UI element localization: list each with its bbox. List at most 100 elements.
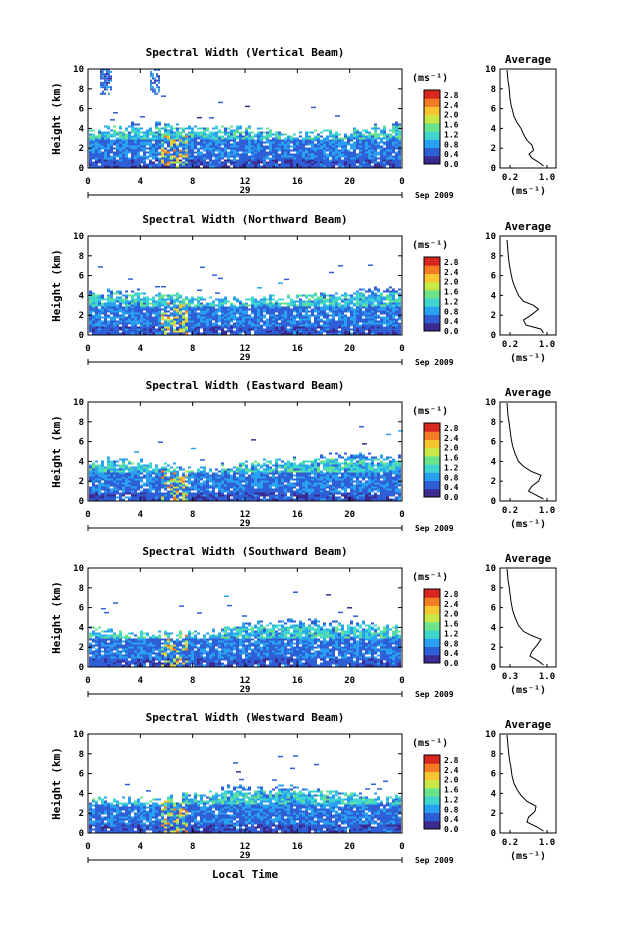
- x-tick-label: 20: [344, 676, 355, 686]
- colorbar-tick-label: 0.8: [444, 307, 459, 316]
- y-axis-label: Height (km): [50, 82, 63, 155]
- colorbar-swatch: [424, 90, 440, 99]
- x-tick-label: 12: [240, 842, 251, 852]
- colorbar-tick-label: 1.6: [444, 786, 459, 795]
- panel-title: Spectral Width (Northward Beam): [142, 213, 347, 226]
- average-profile-line: [506, 69, 544, 167]
- x-tick-label: 4: [138, 177, 144, 187]
- colorbar-swatch: [424, 787, 440, 797]
- avg-y-tick-label: 8: [491, 418, 496, 428]
- avg-y-tick-label: 8: [491, 252, 496, 262]
- colorbar-swatch: [424, 98, 440, 107]
- colorbar-tick-label: 0.4: [444, 815, 459, 824]
- average-profile-panel: Average 0 2 4 6 8 10 0.2 1.0 (ms⁻¹): [485, 718, 557, 862]
- x-tick-label: 0: [399, 344, 404, 354]
- x-tick-label: 12: [240, 344, 251, 354]
- x-tick-label: 4: [138, 344, 144, 354]
- x-tick-label: 20: [344, 344, 355, 354]
- colorbar-frame: [423, 256, 441, 332]
- colorbar-swatch: [424, 106, 440, 116]
- colorbar-swatch: [424, 155, 440, 165]
- colorbar-tick-label: 2.0: [444, 776, 459, 785]
- colorbar-swatch: [424, 464, 440, 473]
- y-tick-label: 4: [79, 789, 85, 799]
- average-title: Average: [505, 718, 552, 731]
- average-profile-line: [506, 734, 544, 832]
- y-tick-label: 2: [79, 311, 84, 321]
- colorbar-frame: [423, 89, 441, 165]
- y-axis-label: Height (km): [50, 581, 63, 654]
- average-profile-line: [506, 402, 544, 500]
- colorbar-unit-label: (ms⁻¹): [412, 73, 448, 84]
- colorbar-tick-label: 1.2: [444, 130, 459, 139]
- colorbar-tick-label: 1.6: [444, 288, 459, 297]
- colorbar-tick-label: 2.0: [444, 111, 459, 120]
- colorbar-frame: [423, 588, 441, 664]
- avg-x-tick-label: 1.0: [539, 340, 555, 350]
- colorbar-swatch: [424, 812, 440, 822]
- y-tick-label: 10: [73, 730, 84, 740]
- x-axis-label: Local Time: [212, 868, 279, 881]
- day-label: 29: [240, 186, 251, 196]
- average-unit-label: (ms⁻¹): [510, 851, 546, 862]
- avg-y-tick-label: 4: [491, 623, 497, 633]
- avg-y-tick-label: 2: [491, 643, 496, 653]
- colorbar-tick-label: 2.0: [444, 444, 459, 453]
- y-tick-label: 2: [79, 477, 84, 487]
- y-tick-label: 6: [79, 604, 84, 614]
- colorbar-swatch: [424, 306, 440, 316]
- x-tick-label: 20: [344, 177, 355, 187]
- colorbar-swatch: [424, 122, 440, 132]
- colorbar-swatch: [424, 646, 440, 656]
- y-axis-label: Height (km): [50, 249, 63, 322]
- average-frame: [499, 401, 557, 502]
- colorbar-tick-label: 0.0: [444, 327, 459, 336]
- panel-5: Spectral Width (Westward Beam) 0 2 4 6 8 10 Hei…: [50, 711, 557, 865]
- colorbar-tick-label: 1.6: [444, 620, 459, 629]
- x-tick-label: 0: [399, 842, 404, 852]
- y-axis-label: Height (km): [50, 747, 63, 820]
- avg-x-tick-label: 1.0: [539, 672, 555, 682]
- average-unit-label: (ms⁻¹): [510, 353, 546, 364]
- date-label: Sep 2009: [415, 358, 454, 367]
- colorbar-tick-label: 0.0: [444, 493, 459, 502]
- x-tick-label: 20: [344, 510, 355, 520]
- colorbar-tick-label: 2.8: [444, 590, 459, 599]
- colorbar-tick-label: 0.0: [444, 659, 459, 668]
- y-tick-label: 2: [79, 144, 84, 154]
- y-tick-label: 6: [79, 105, 84, 115]
- x-tick-label: 16: [292, 177, 303, 187]
- average-profile-line: [506, 239, 544, 334]
- x-tick-label: 0: [399, 676, 404, 686]
- colorbar-swatch: [424, 281, 440, 291]
- colorbar-unit-label: (ms⁻¹): [412, 240, 448, 251]
- x-tick-label: 8: [190, 842, 195, 852]
- colorbar-tick-label: 2.8: [444, 756, 459, 765]
- colorbar-tick-label: 2.0: [444, 610, 459, 619]
- x-tick-label: 8: [190, 510, 195, 520]
- avg-x-tick-label: 0.3: [502, 672, 518, 682]
- colorbar-swatch: [424, 589, 440, 598]
- y-tick-label: 4: [79, 124, 85, 134]
- colorbar-tick-label: 1.2: [444, 297, 459, 306]
- y-tick-label: 0: [79, 331, 84, 341]
- average-title: Average: [505, 53, 552, 66]
- colorbar-swatch: [424, 605, 440, 615]
- colorbar-tick-label: 0.8: [444, 805, 459, 814]
- y-tick-label: 0: [79, 829, 84, 839]
- x-tick-label: 12: [240, 676, 251, 686]
- heatmap-cells: [89, 68, 401, 168]
- colorbar-swatch: [424, 654, 440, 664]
- x-tick-label: 4: [138, 510, 144, 520]
- average-title: Average: [505, 220, 552, 233]
- y-tick-label: 8: [79, 85, 84, 95]
- avg-y-tick-label: 10: [485, 398, 496, 408]
- day-label: 29: [240, 353, 251, 363]
- y-tick-label: 10: [73, 65, 84, 75]
- colorbar-swatch: [424, 820, 440, 830]
- colorbar-tick-label: 0.0: [444, 160, 459, 169]
- colorbar-tick-label: 0.0: [444, 825, 459, 834]
- y-tick-label: 8: [79, 750, 84, 760]
- panel-title: Spectral Width (Westward Beam): [146, 711, 345, 724]
